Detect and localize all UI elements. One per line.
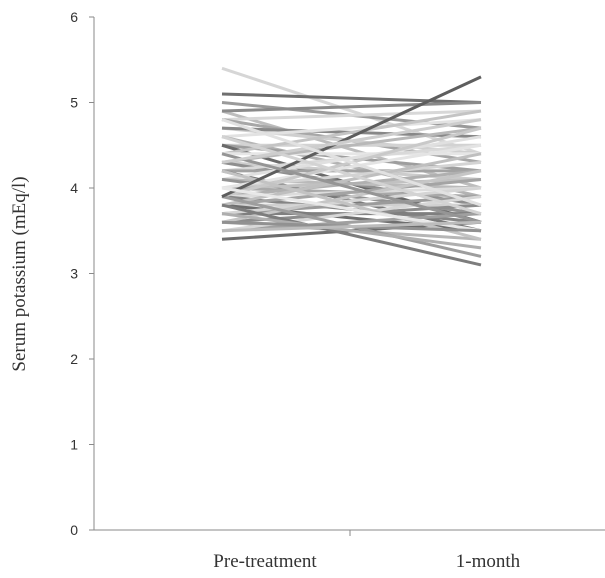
patient-line [221, 135, 482, 181]
patient-line [221, 101, 482, 113]
y-tick-label: 6 [70, 9, 78, 25]
patient-line [221, 118, 482, 207]
patient-line [221, 135, 482, 216]
y-axis-title: Serum potassium (mEq/l) [9, 176, 30, 371]
x-category-label: Pre-treatment [213, 551, 317, 572]
y-tick-label: 2 [70, 351, 78, 367]
patient-line [221, 169, 482, 199]
patient-line [221, 75, 482, 198]
patient-line [221, 212, 482, 250]
y-tick-label: 3 [70, 266, 78, 282]
x-ticks: Pre-treatment 1-month [213, 530, 521, 572]
patient-line [221, 152, 482, 224]
y-tick-label: 1 [70, 437, 78, 453]
patient-line [221, 203, 482, 267]
x-category-label: 1-month [456, 551, 521, 572]
patient-line [221, 220, 482, 233]
patient-line [221, 109, 482, 156]
patient-line [221, 92, 482, 104]
y-tick-label: 0 [70, 522, 78, 538]
patient-lines [221, 66, 482, 267]
y-ticks: 0 1 2 3 4 5 6 [70, 9, 94, 538]
axes [93, 17, 605, 531]
y-tick-label: 4 [70, 180, 78, 196]
y-tick-label: 5 [70, 95, 78, 111]
patient-line [221, 177, 482, 207]
patient-line [221, 109, 482, 122]
patient-line [221, 118, 482, 164]
